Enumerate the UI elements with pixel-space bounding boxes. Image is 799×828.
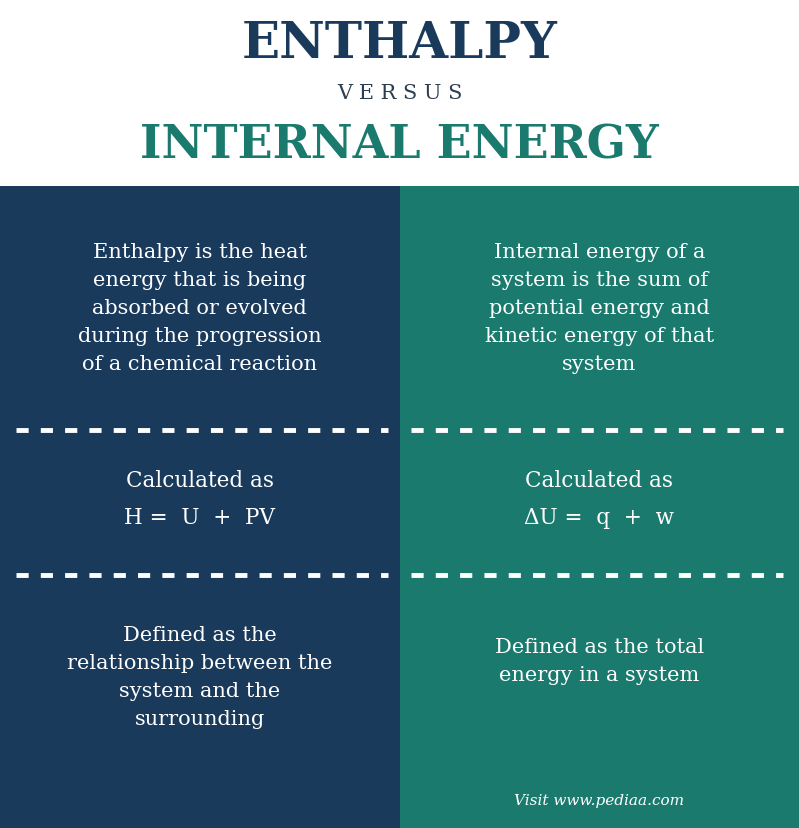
Bar: [400, 431, 799, 575]
Bar: [400, 575, 799, 828]
Text: Calculated as
ΔU =  q  +  w: Calculated as ΔU = q + w: [524, 469, 674, 528]
Text: Visit www.pediaa.com: Visit www.pediaa.com: [515, 793, 684, 807]
Text: V E R S U S: V E R S U S: [337, 84, 462, 103]
Bar: [400, 186, 799, 431]
Text: Internal energy of a
system is the sum of
potential energy and
kinetic energy of: Internal energy of a system is the sum o…: [485, 243, 714, 374]
Text: Enthalpy is the heat
energy that is being
absorbed or evolved
during the progres: Enthalpy is the heat energy that is bein…: [78, 243, 321, 374]
Text: Defined as the
relationship between the
system and the
surrounding: Defined as the relationship between the …: [67, 625, 332, 729]
Text: Defined as the total
energy in a system: Defined as the total energy in a system: [495, 637, 704, 684]
Bar: [0, 575, 400, 828]
Text: ENTHALPY: ENTHALPY: [241, 20, 558, 70]
Text: INTERNAL ENERGY: INTERNAL ENERGY: [140, 123, 659, 168]
Text: Calculated as
H =  U  +  PV: Calculated as H = U + PV: [125, 469, 275, 528]
Bar: [0, 186, 400, 431]
Bar: [0, 431, 400, 575]
